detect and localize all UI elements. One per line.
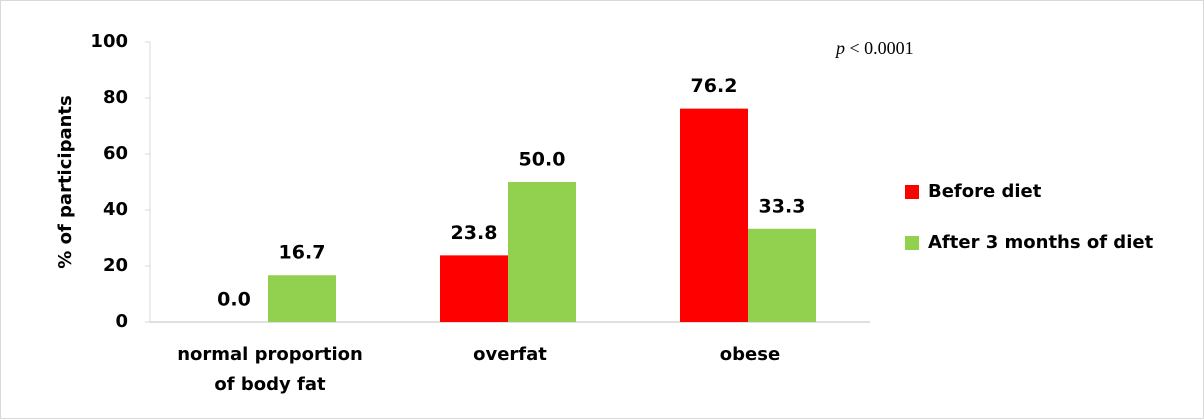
data-label: 16.7 (279, 242, 326, 264)
y-tick-label: 0 (115, 311, 128, 332)
annotation: p < 0.0001 (834, 38, 914, 58)
data-label: 50.0 (519, 149, 566, 171)
legend-swatch (905, 185, 919, 199)
y-tick-label: 80 (103, 87, 128, 108)
y-tick-label: 40 (103, 199, 128, 220)
x-tick-label: normal proportion (177, 344, 363, 365)
legend-label: Before diet (928, 181, 1042, 202)
y-axis-label: % of participants (55, 95, 76, 268)
y-tick-label: 20 (103, 255, 128, 276)
bar (440, 255, 508, 322)
y-tick-label: 100 (90, 31, 128, 52)
bar (748, 228, 816, 322)
annotation-text: < 0.0001 (850, 38, 914, 58)
legend-swatch (905, 236, 919, 250)
data-label: 76.2 (691, 75, 738, 97)
data-label: 0.0 (217, 289, 251, 311)
x-tick-label: overfat (473, 344, 547, 365)
annotation-variable: p (834, 38, 845, 58)
data-label: 23.8 (451, 222, 498, 244)
x-tick-label: obese (720, 344, 780, 365)
x-tick-label: of body fat (214, 374, 326, 395)
y-tick-label: 60 (103, 143, 128, 164)
bar (508, 182, 576, 322)
bar (680, 108, 748, 322)
data-label: 33.3 (759, 195, 806, 217)
legend-label: After 3 months of diet (928, 232, 1154, 253)
bar (268, 275, 336, 322)
